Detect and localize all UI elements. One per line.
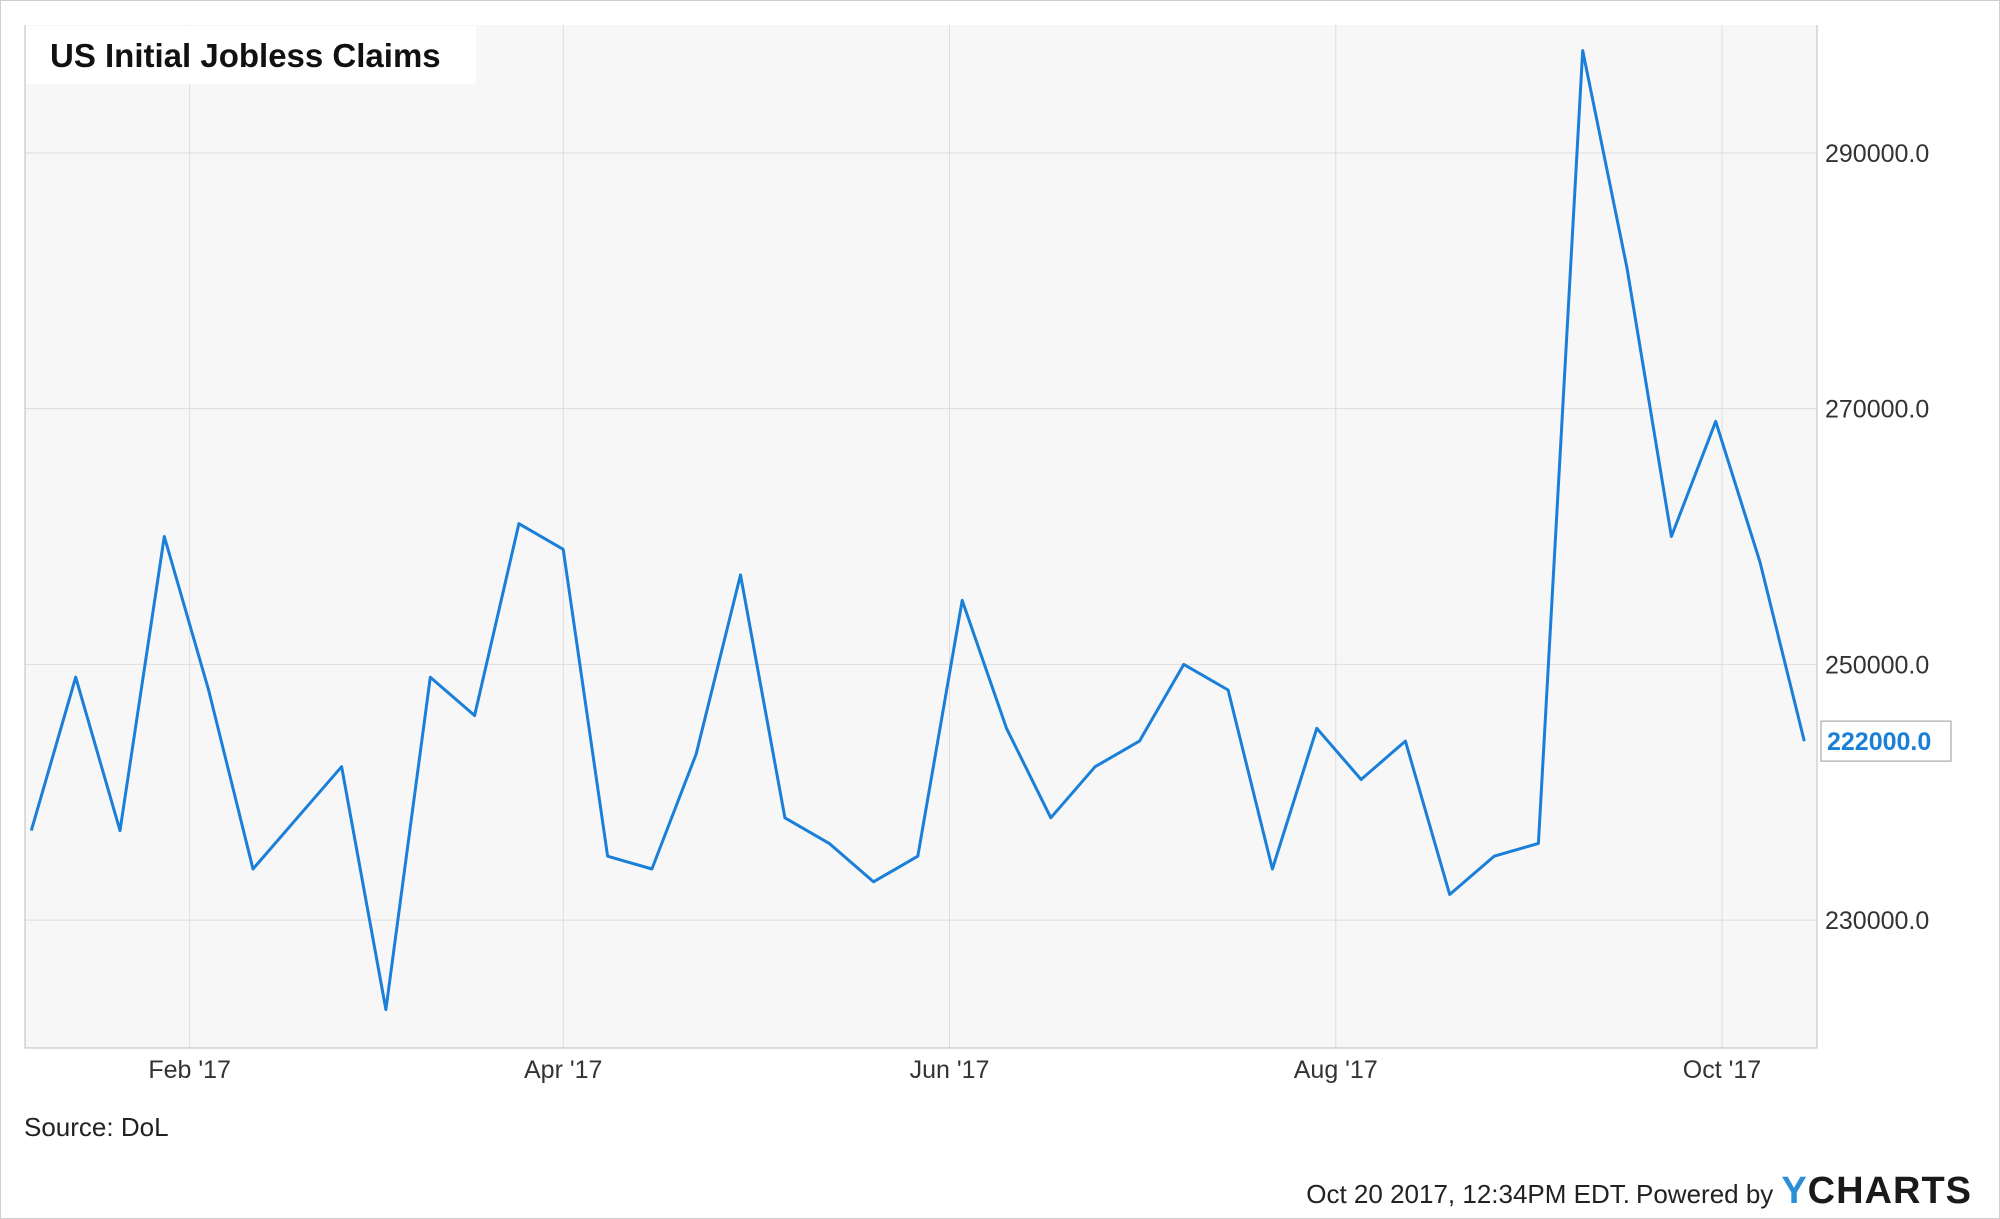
ycharts-logo-y: Y (1781, 1170, 1808, 1212)
timestamp: Oct 20 2017, 12:34PM EDT. (1306, 1179, 1630, 1209)
ycharts-logo[interactable]: YCHARTS (1781, 1172, 1972, 1210)
chart-title: US Initial Jobless Claims (50, 37, 441, 74)
x-tick-label: Aug '17 (1294, 1056, 1378, 1084)
y-tick-label: 290000.0 (1825, 140, 1929, 168)
axis-tick-labels: 230000.0 250000.0 270000.0 290000.0 Feb '17 A… (148, 140, 1929, 1084)
y-tick-label: 250000.0 (1825, 651, 1929, 679)
x-tick-label: Apr '17 (524, 1056, 602, 1084)
x-tick-label: Jun '17 (910, 1056, 990, 1084)
ycharts-logo-rest: CHARTS (1807, 1170, 1972, 1212)
last-value-text: 222000.0 (1827, 728, 1931, 756)
y-tick-label: 230000.0 (1825, 907, 1929, 935)
title-box: US Initial Jobless Claims (26, 26, 476, 84)
powered-by-text: Powered by (1636, 1179, 1774, 1209)
last-value-label: 222000.0 (1820, 720, 1952, 762)
x-tick-label: Oct '17 (1683, 1056, 1761, 1084)
grid-lines (24, 25, 1818, 1049)
plot-area (25, 25, 1817, 1048)
footer: Oct 20 2017, 12:34PM EDT. Powered by YCH… (1306, 1170, 1972, 1210)
series-line (29, 49, 1806, 1012)
plot-border (24, 25, 1818, 1049)
y-tick-label: 270000.0 (1825, 396, 1929, 424)
source-note: Source: DoL (24, 1112, 169, 1142)
x-tick-label: Feb '17 (148, 1056, 231, 1084)
